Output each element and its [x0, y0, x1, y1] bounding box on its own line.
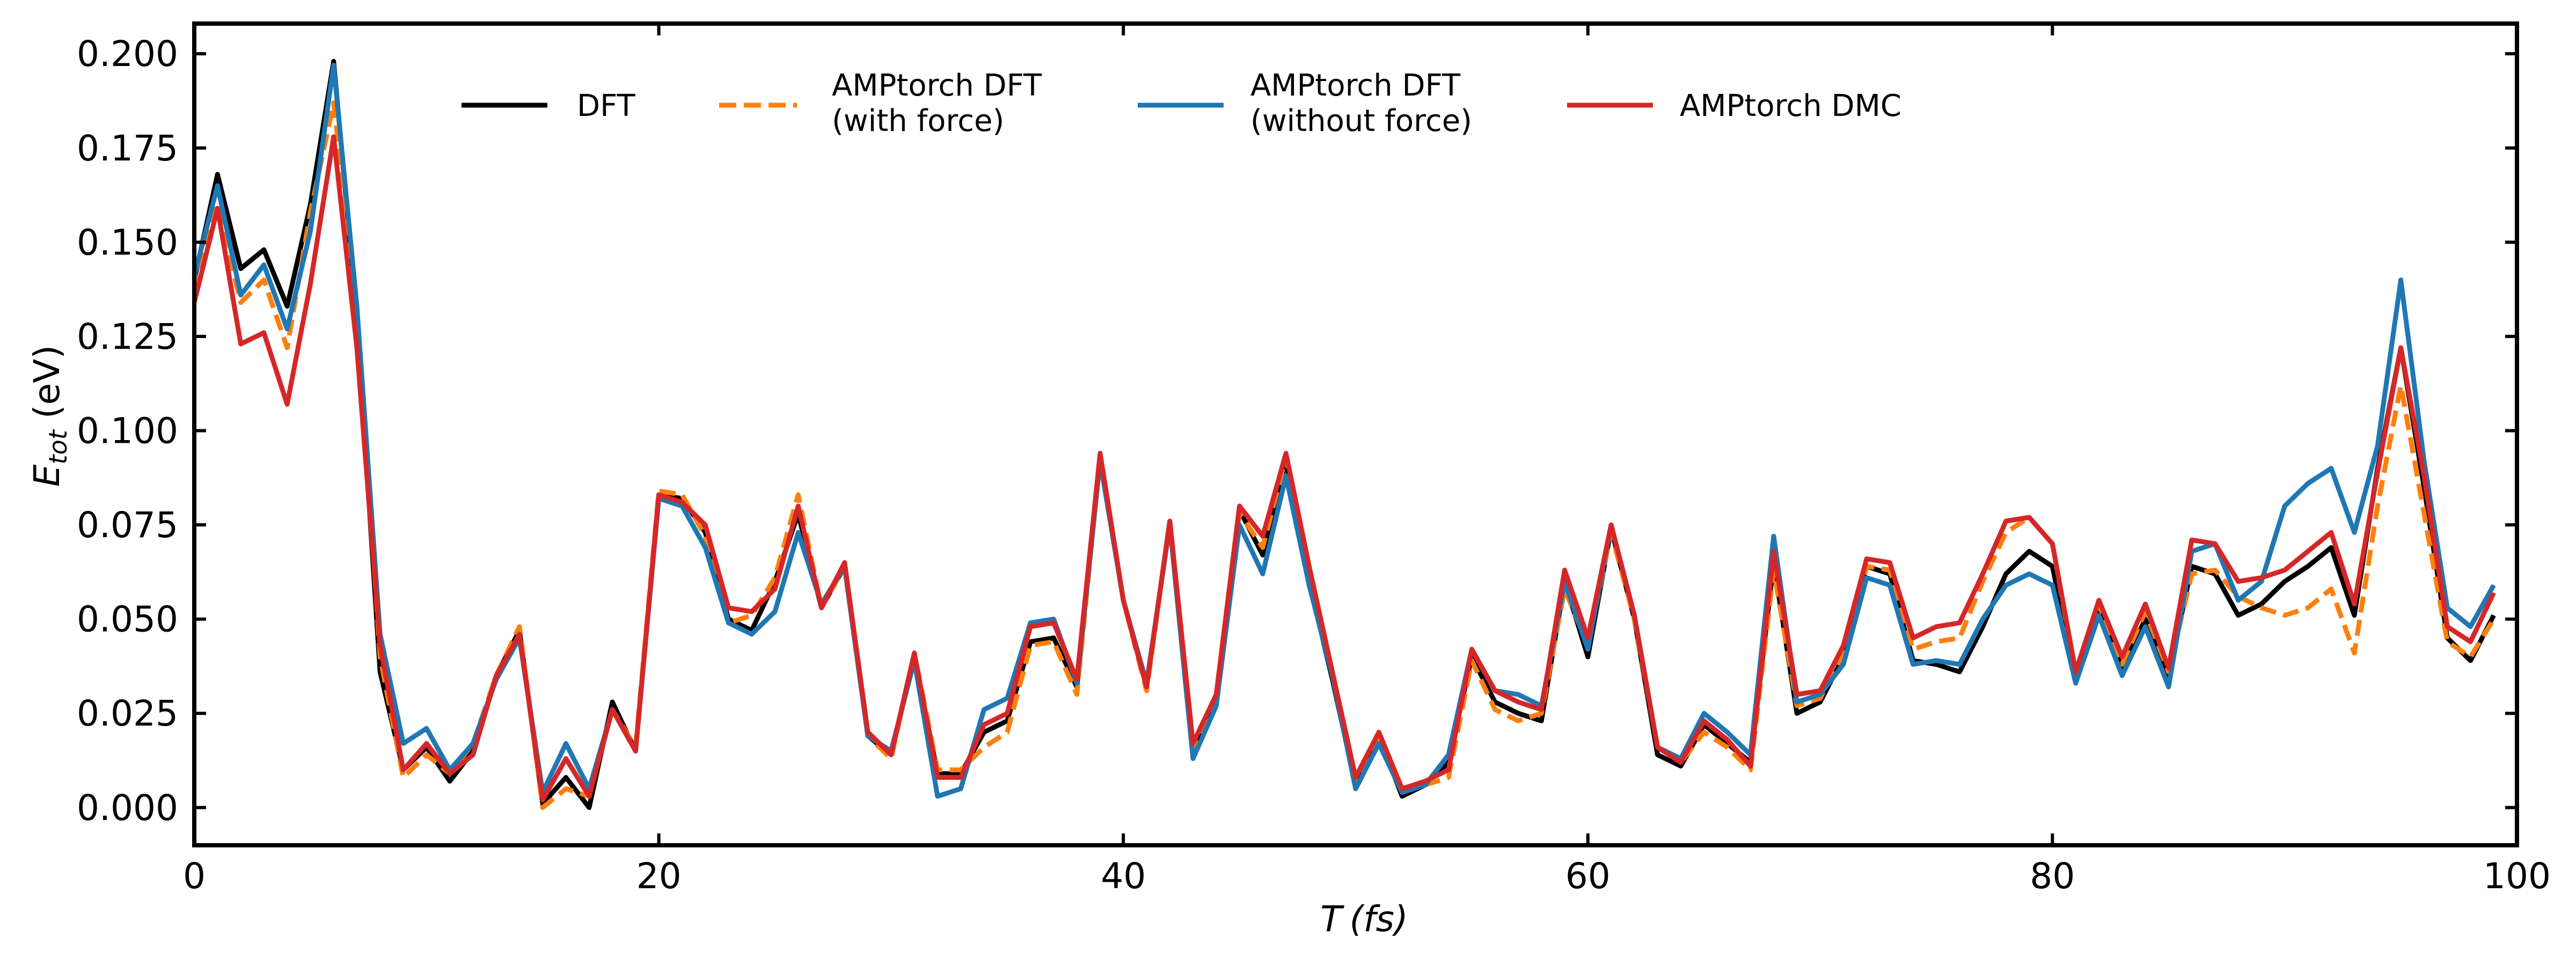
- y-tick-label: 0.100: [77, 410, 178, 451]
- legend-label-line-2: (with force): [832, 104, 1004, 138]
- x-tick-label: 40: [1101, 855, 1146, 897]
- y-tick-label: 0.025: [77, 693, 178, 734]
- legend-entry-dft: DFT: [462, 89, 635, 123]
- x-axis-label-main: T: [1320, 898, 1344, 940]
- legend-entry-amptorch-dft-with-force: AMPtorch DFT (with force): [719, 68, 1051, 138]
- legend-label-amptorch-dmc: AMPtorch DMC: [1680, 89, 1901, 123]
- y-tick-label: 0.050: [77, 599, 178, 640]
- legend-entry-amptorch-dft-without-force: AMPtorch DFT (without force): [1138, 68, 1472, 138]
- y-tick-label: 0.075: [77, 504, 178, 546]
- y-axis-label-main: E: [26, 464, 68, 487]
- y-axis-label: Etot (eV): [26, 345, 72, 487]
- x-tick-label: 20: [636, 855, 682, 897]
- x-axis-label-unit: (fs): [1350, 898, 1408, 940]
- x-tick-label: 60: [1565, 855, 1611, 897]
- x-axis-ticks: 0 20 40 60 80 100: [183, 24, 2551, 897]
- series-line-amptorch-dft-with-force: [192, 100, 2496, 810]
- y-tick-label: 0.175: [77, 128, 178, 169]
- legend-label-dft: DFT: [577, 89, 635, 123]
- y-axis-label-unit: (eV): [26, 345, 68, 430]
- y-tick-label: 0.125: [77, 316, 178, 357]
- x-axis-label: T (fs): [1320, 898, 1408, 940]
- legend-label-line-1: AMPtorch DFT: [1250, 68, 1461, 103]
- plot-frame: [192, 21, 2519, 847]
- chart-marks: [192, 58, 2496, 810]
- legend: DFT AMPtorch DFT (with force) AMPtorch D…: [462, 68, 1901, 138]
- legend-label-amptorch-dft-with-force: AMPtorch DFT (with force): [832, 68, 1051, 138]
- y-tick-label: 0.200: [77, 33, 178, 75]
- legend-label-line-2: (without force): [1250, 104, 1472, 138]
- series-line-amptorch-dft-without-force: [192, 62, 2496, 799]
- series-line-dft: [192, 58, 2496, 810]
- y-tick-label: 0.000: [77, 787, 178, 829]
- y-axis-label-sub: tot: [43, 429, 72, 464]
- legend-label-line-1: AMPtorch DFT: [832, 68, 1042, 103]
- legend-label-amptorch-dft-without-force: AMPtorch DFT (without force): [1250, 68, 1472, 138]
- y-tick-label: 0.150: [77, 222, 178, 263]
- x-tick-label: 100: [2483, 855, 2551, 897]
- x-tick-label: 0: [183, 855, 206, 897]
- legend-entry-amptorch-dmc: AMPtorch DMC: [1567, 89, 1901, 123]
- series-line-amptorch-dmc: [192, 134, 2496, 803]
- y-axis-ticks: 0.000 0.025 0.050 0.075 0.100 0.125 0.150 0.175…: [77, 33, 2517, 829]
- x-tick-label: 80: [2030, 855, 2075, 897]
